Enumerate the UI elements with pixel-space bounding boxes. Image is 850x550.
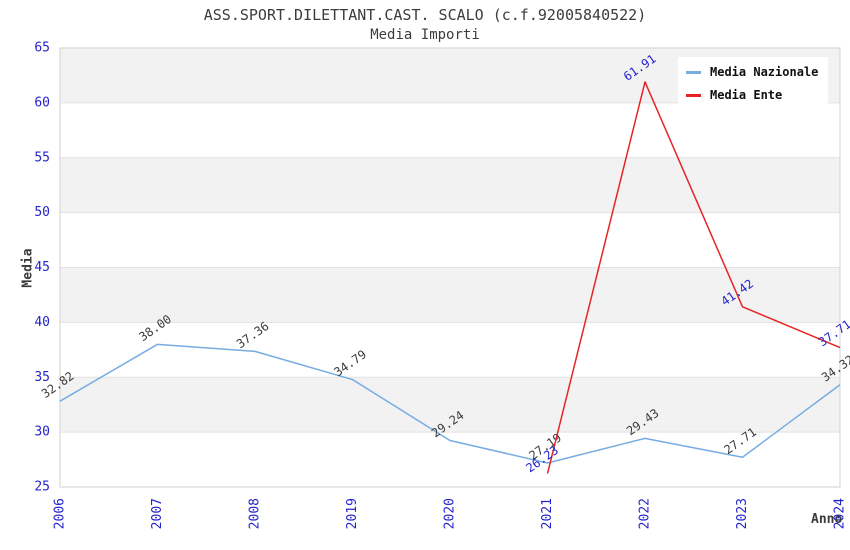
x-axis-label: Anno [811, 512, 843, 527]
media-nazionale-line-swatch [686, 70, 701, 74]
plot-band [60, 267, 840, 323]
x-tick-label: 2021 [540, 498, 555, 529]
x-tick-label: 2022 [638, 498, 653, 529]
x-tick-label: 2006 [53, 498, 68, 529]
media-ente-line-swatch [686, 93, 701, 97]
y-tick-label: 45 [34, 260, 50, 275]
series-line-media-ente [546, 81, 841, 474]
x-tick-label: 2020 [443, 498, 458, 529]
y-tick-label: 30 [34, 425, 50, 440]
legend: Media Nazionale Media Ente [678, 57, 829, 111]
y-tick-label: 55 [34, 150, 50, 165]
x-tick-label: 2007 [150, 498, 165, 529]
plot-band [60, 377, 840, 433]
y-tick-label: 65 [34, 41, 50, 56]
chart-subtitle: Media Importi [370, 27, 480, 43]
y-tick-label: 40 [34, 315, 50, 330]
plot-band [60, 432, 840, 487]
legend-item-media-nazionale: Media Nazionale [686, 65, 818, 79]
y-tick-label: 35 [34, 370, 50, 385]
y-tick-label: 25 [34, 480, 50, 495]
plot-border [59, 47, 841, 488]
x-tick-label: 2019 [345, 498, 360, 529]
plot-band [60, 157, 840, 213]
x-tick-label: 2024 [833, 498, 848, 529]
x-tick-label: 2008 [248, 498, 263, 529]
y-tick-label: 50 [34, 205, 50, 220]
legend-item-media-ente: Media Ente [686, 88, 818, 102]
plot-band [60, 212, 840, 268]
chart-title: ASS.SPORT.DILETTANT.CAST. SCALO (c.f.920… [203, 6, 647, 24]
legend-label-media-ente: Media Ente [710, 88, 783, 102]
y-tick-label: 60 [34, 95, 50, 110]
plot-band [60, 322, 840, 378]
legend-label-media-nazionale: Media Nazionale [710, 65, 819, 79]
series-line-media-nazionale [59, 343, 841, 464]
plot-band [60, 102, 840, 158]
x-tick-label: 2023 [735, 498, 750, 529]
